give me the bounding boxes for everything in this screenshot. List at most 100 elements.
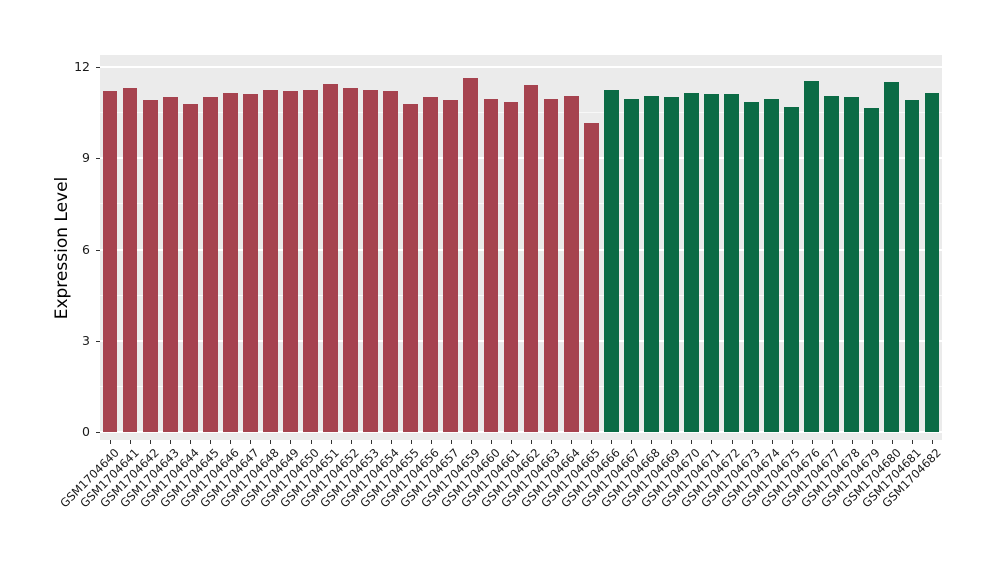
- x-axis-tick: [110, 440, 112, 444]
- x-axis-tick: [691, 440, 693, 444]
- x-tick-label: GSM1704660: [437, 445, 503, 511]
- x-axis-tick: [230, 440, 232, 444]
- bar: [202, 97, 218, 432]
- x-axis-tick: [330, 440, 332, 444]
- x-tick-label: GSM1704656: [377, 445, 443, 511]
- x-tick-label: GSM1704657: [397, 445, 463, 511]
- bar: [884, 82, 900, 432]
- x-tick-label: GSM1704681: [858, 445, 924, 511]
- bar: [824, 95, 840, 432]
- y-tick-label: 3: [82, 332, 90, 348]
- x-axis-tick: [651, 440, 653, 444]
- bar: [683, 92, 699, 432]
- x-tick-label: GSM1704672: [678, 445, 743, 511]
- y-tick-label: 12: [74, 59, 90, 74]
- bar: [784, 106, 800, 432]
- x-tick-label: GSM1704669: [618, 445, 683, 511]
- x-tick-label: GSM1704648: [217, 445, 282, 511]
- x-tick-label: GSM1704676: [758, 445, 824, 511]
- x-axis-tick: [711, 440, 713, 444]
- x-tick-label: GSM1704653: [317, 445, 383, 511]
- x-axis-tick: [571, 440, 573, 444]
- x-tick-label: GSM1704652: [297, 445, 363, 511]
- bar: [724, 94, 739, 432]
- gridline-minor: [100, 385, 942, 387]
- bar: [864, 108, 880, 432]
- bar: [764, 98, 779, 432]
- x-tick-label: GSM1704682: [878, 445, 944, 511]
- bar: [343, 88, 358, 432]
- x-axis-tick: [831, 440, 833, 444]
- bar: [463, 77, 479, 432]
- x-tick-label: GSM1704649: [237, 445, 302, 511]
- bar: [924, 92, 940, 432]
- x-tick-label: GSM1704680: [838, 445, 904, 511]
- bar: [804, 80, 820, 432]
- plot-panel: [100, 55, 942, 440]
- bar: [844, 97, 860, 432]
- bar: [443, 100, 459, 432]
- gridline-minor: [100, 112, 942, 114]
- y-tick-label: 9: [82, 150, 90, 166]
- x-tick-label: GSM1704651: [277, 445, 343, 511]
- x-axis-tick: [250, 440, 252, 444]
- x-axis-tick: [190, 440, 192, 444]
- x-tick-label: GSM1704643: [117, 445, 182, 511]
- bar: [503, 101, 519, 432]
- x-axis-tick: [410, 440, 412, 444]
- x-axis-tick: [671, 440, 673, 444]
- x-tick-label: GSM1704664: [518, 445, 583, 511]
- x-tick-label: GSM1704674: [718, 445, 784, 511]
- x-axis-tick: [270, 440, 272, 444]
- bar: [543, 98, 559, 432]
- x-tick-label: GSM1704641: [76, 445, 142, 511]
- x-axis-tick: [791, 440, 793, 444]
- x-axis-tick: [911, 440, 913, 444]
- bar: [283, 91, 298, 432]
- x-axis-tick: [470, 440, 472, 444]
- bar: [262, 89, 278, 432]
- x-tick-label: GSM1704671: [658, 445, 723, 511]
- x-tick-label: GSM1704647: [197, 445, 262, 511]
- gridline-minor: [100, 203, 942, 205]
- x-axis-tick: [851, 440, 853, 444]
- x-axis-tick: [490, 440, 492, 444]
- x-axis-tick: [390, 440, 392, 444]
- x-tick-label: GSM1704640: [56, 445, 122, 511]
- x-tick-label: GSM1704662: [477, 445, 543, 511]
- x-axis-tick: [170, 440, 172, 444]
- x-axis-tick: [551, 440, 553, 444]
- bar: [162, 97, 178, 432]
- x-tick-label: GSM1704650: [257, 445, 322, 511]
- x-axis-tick: [591, 440, 593, 444]
- bar: [623, 98, 639, 432]
- gridline-major: [100, 339, 942, 342]
- bar: [563, 95, 579, 432]
- x-tick-label: GSM1704645: [157, 445, 222, 511]
- x-axis-tick: [751, 440, 753, 444]
- bar: [363, 89, 379, 432]
- x-tick-label: GSM1704678: [798, 445, 864, 511]
- bar: [383, 91, 399, 432]
- x-axis-tick: [631, 440, 633, 444]
- bar: [403, 103, 419, 432]
- bar: [242, 94, 258, 432]
- x-tick-label: GSM1704673: [698, 445, 764, 511]
- gridline-major: [100, 66, 942, 68]
- x-tick-label: GSM1704675: [738, 445, 804, 511]
- x-tick-label: GSM1704642: [97, 445, 162, 511]
- x-tick-label: GSM1704665: [538, 445, 603, 511]
- bar: [122, 88, 138, 432]
- gridline-minor: [100, 294, 942, 296]
- x-axis-tick: [771, 440, 773, 444]
- x-axis-tick: [931, 440, 933, 444]
- x-tick-label: GSM1704644: [137, 445, 202, 511]
- x-tick-label: GSM1704654: [337, 445, 403, 511]
- x-axis-tick: [450, 440, 452, 444]
- x-axis-tick: [350, 440, 352, 444]
- x-tick-label: GSM1704670: [638, 445, 703, 511]
- bar: [483, 98, 499, 432]
- bar: [102, 91, 118, 432]
- x-tick-label: GSM1704679: [818, 445, 884, 511]
- x-axis-tick: [871, 440, 873, 444]
